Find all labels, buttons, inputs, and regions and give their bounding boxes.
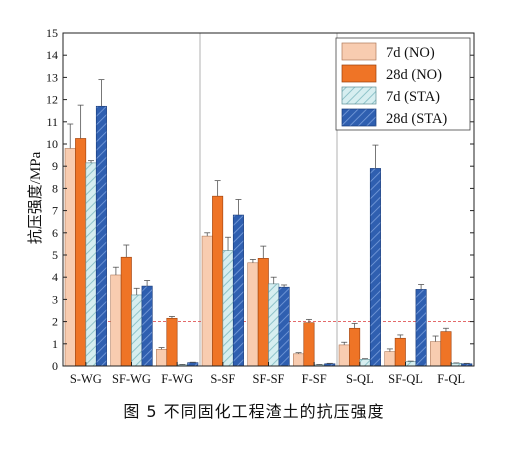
bar <box>141 285 153 367</box>
figure-caption: 图 5 不同固化工程渣土的抗压强度 <box>123 402 385 421</box>
y-tick-label: 0 <box>52 359 58 373</box>
legend-swatch <box>341 42 377 61</box>
bar <box>293 353 305 367</box>
y-tick-label: 10 <box>46 137 58 151</box>
y-tick-label: 5 <box>52 248 58 262</box>
legend-swatch <box>341 108 377 127</box>
bar <box>64 148 76 367</box>
bar <box>257 258 269 367</box>
bar <box>120 256 132 367</box>
bar <box>415 289 427 367</box>
bar <box>405 361 417 367</box>
bar <box>359 359 371 367</box>
bar <box>212 195 224 367</box>
y-tick-label: 13 <box>46 70 58 84</box>
bar <box>369 168 381 367</box>
bar <box>303 322 315 367</box>
x-tick-label: SF-QL <box>388 372 423 386</box>
y-tick-label: 7 <box>52 204 58 218</box>
y-tick-label: 1 <box>52 337 58 351</box>
y-tick-label: 15 <box>46 26 58 40</box>
bar <box>95 105 107 367</box>
x-tick-label: F-QL <box>437 372 465 386</box>
y-tick-label: 3 <box>52 292 58 306</box>
bar <box>232 214 244 367</box>
y-tick-label: 9 <box>52 159 58 173</box>
legend-label: 7d (STA) <box>386 89 440 105</box>
bar <box>430 341 442 367</box>
bar <box>156 349 168 367</box>
bar <box>278 286 290 367</box>
bar <box>131 294 143 367</box>
legend-label: 28d (STA) <box>386 111 447 127</box>
bar <box>338 344 350 367</box>
y-tick-label: 8 <box>52 181 58 195</box>
legend-label: 7d (NO) <box>386 45 435 61</box>
bar <box>349 327 361 367</box>
y-tick-label: 6 <box>52 226 58 240</box>
legend-label: 28d (NO) <box>386 67 442 83</box>
bar <box>268 283 280 367</box>
bar <box>394 337 406 367</box>
y-tick-label: 14 <box>46 48 58 62</box>
y-axis-label: 抗压强度/MPa <box>27 151 44 244</box>
bar <box>75 138 87 367</box>
legend-swatch <box>341 86 377 105</box>
x-tick-label: SF-WG <box>112 372 151 386</box>
bar <box>166 317 178 367</box>
bar <box>384 351 396 367</box>
x-tick-label: F-SF <box>302 372 327 386</box>
y-tick-label: 11 <box>46 115 58 129</box>
y-tick-label: 2 <box>52 315 58 329</box>
x-tick-label: S-SF <box>210 372 235 386</box>
bar <box>110 274 122 367</box>
y-tick-label: 4 <box>52 270 58 284</box>
x-tick-label: SF-SF <box>253 372 285 386</box>
bar <box>85 162 97 367</box>
x-tick-label: S-WG <box>70 372 102 386</box>
y-tick-label: 12 <box>46 93 58 107</box>
legend: 7d (NO) 28d (NO) 7d (STA) 28d (STA) <box>335 37 471 131</box>
bar <box>222 250 234 367</box>
bar <box>201 235 213 367</box>
bar <box>247 262 259 367</box>
legend-swatch <box>341 64 377 83</box>
x-tick-label: S-QL <box>346 372 374 386</box>
x-tick-label: F-WG <box>161 372 193 386</box>
bar <box>440 331 452 367</box>
